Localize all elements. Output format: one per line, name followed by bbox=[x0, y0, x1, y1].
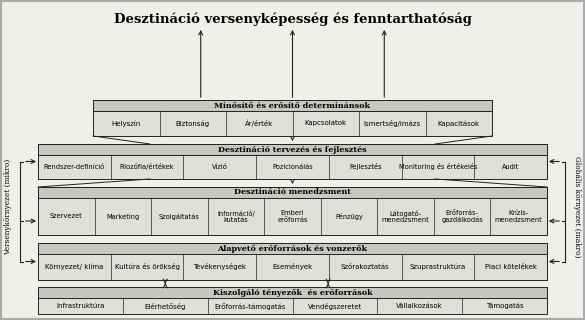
Text: Emberi
erőforrás: Emberi erőforrás bbox=[277, 210, 308, 223]
Text: Szolgáltatás: Szolgáltatás bbox=[159, 213, 200, 220]
Text: Infrastruktúra: Infrastruktúra bbox=[56, 303, 105, 309]
Text: Szórakoztatás: Szórakoztatás bbox=[341, 264, 390, 270]
Bar bbox=[38, 287, 547, 314]
Text: Kapcsolatok: Kapcsolatok bbox=[305, 121, 347, 126]
Text: Pénzügy: Pénzügy bbox=[335, 213, 363, 220]
Text: Vállalkozások: Vállalkozások bbox=[397, 303, 443, 309]
Text: Krízis-
menedzsment: Krízis- menedzsment bbox=[495, 210, 543, 223]
Text: Szervezet: Szervezet bbox=[50, 213, 82, 220]
Text: Szuprastruktúra: Szuprastruktúra bbox=[410, 264, 466, 270]
Text: Desztináció versenyképesség és fenntarthatóság: Desztináció versenyképesség és fenntarth… bbox=[113, 12, 472, 26]
Text: Rendszer-definíció: Rendszer-definíció bbox=[44, 164, 105, 170]
Text: Globális környezet (makro): Globális környezet (makro) bbox=[573, 156, 581, 257]
Text: Ár/érték: Ár/érték bbox=[245, 120, 273, 127]
Text: Marketing: Marketing bbox=[106, 213, 139, 220]
Text: Környezet/ klíma: Környezet/ klíma bbox=[45, 264, 104, 270]
Bar bbox=[93, 100, 492, 111]
Text: Erőforrás-
gazdálkodás: Erőforrás- gazdálkodás bbox=[441, 210, 483, 223]
Bar bbox=[38, 243, 547, 254]
Text: Kapacitások: Kapacitások bbox=[438, 120, 480, 127]
Text: Vízió: Vízió bbox=[212, 164, 228, 170]
Text: Filozófia/értékek: Filozófia/értékek bbox=[120, 164, 174, 171]
Text: Erőforrás-támogatás: Erőforrás-támogatás bbox=[214, 302, 286, 309]
Text: Alapvető erőforrások és vonzerők: Alapvető erőforrások és vonzerők bbox=[218, 244, 367, 252]
Bar bbox=[38, 144, 547, 155]
Text: Látogató-
menedzsment: Látogató- menedzsment bbox=[382, 210, 429, 223]
Text: Biztonság: Biztonság bbox=[176, 120, 210, 127]
Text: Információ/
kutatás: Információ/ kutatás bbox=[217, 210, 255, 223]
Text: Desztináció tervezés és fejlesztés: Desztináció tervezés és fejlesztés bbox=[218, 146, 367, 154]
Bar bbox=[93, 100, 492, 136]
Bar bbox=[38, 243, 547, 280]
Text: Elérhetőség: Elérhetőség bbox=[144, 302, 186, 309]
Bar bbox=[38, 187, 547, 198]
Text: Pozicionálás: Pozicionálás bbox=[272, 164, 313, 170]
Text: Tevékenységek: Tevékenységek bbox=[193, 263, 246, 270]
Text: Minősítő és erősítő determinánsok: Minősítő és erősítő determinánsok bbox=[215, 101, 370, 109]
Text: Kiszolgáló tényezők  és erőforrások: Kiszolgáló tényezők és erőforrások bbox=[213, 288, 372, 297]
Text: Piaci kötelékek: Piaci kötelékek bbox=[484, 264, 536, 270]
Bar bbox=[38, 287, 547, 298]
Text: Vendégszeretet: Vendégszeretet bbox=[308, 302, 362, 309]
Text: Támogatás: Támogatás bbox=[486, 303, 524, 309]
Text: Monitoring és értékelés: Monitoring és értékelés bbox=[399, 164, 477, 171]
Bar bbox=[38, 187, 547, 235]
Text: Helyszín: Helyszín bbox=[112, 120, 141, 127]
Text: Események: Események bbox=[273, 263, 312, 270]
Text: Audit: Audit bbox=[502, 164, 519, 170]
Text: Versenykörnyezet (mikro): Versenykörnyezet (mikro) bbox=[4, 158, 12, 255]
Bar bbox=[38, 144, 547, 179]
Text: Ismertség/imázs: Ismertség/imázs bbox=[364, 120, 421, 127]
Text: Fejlesztés: Fejlesztés bbox=[349, 164, 381, 171]
Text: Kultúra és örökség: Kultúra és örökség bbox=[115, 263, 180, 270]
Text: Desztináció menedzsment: Desztináció menedzsment bbox=[234, 188, 351, 196]
